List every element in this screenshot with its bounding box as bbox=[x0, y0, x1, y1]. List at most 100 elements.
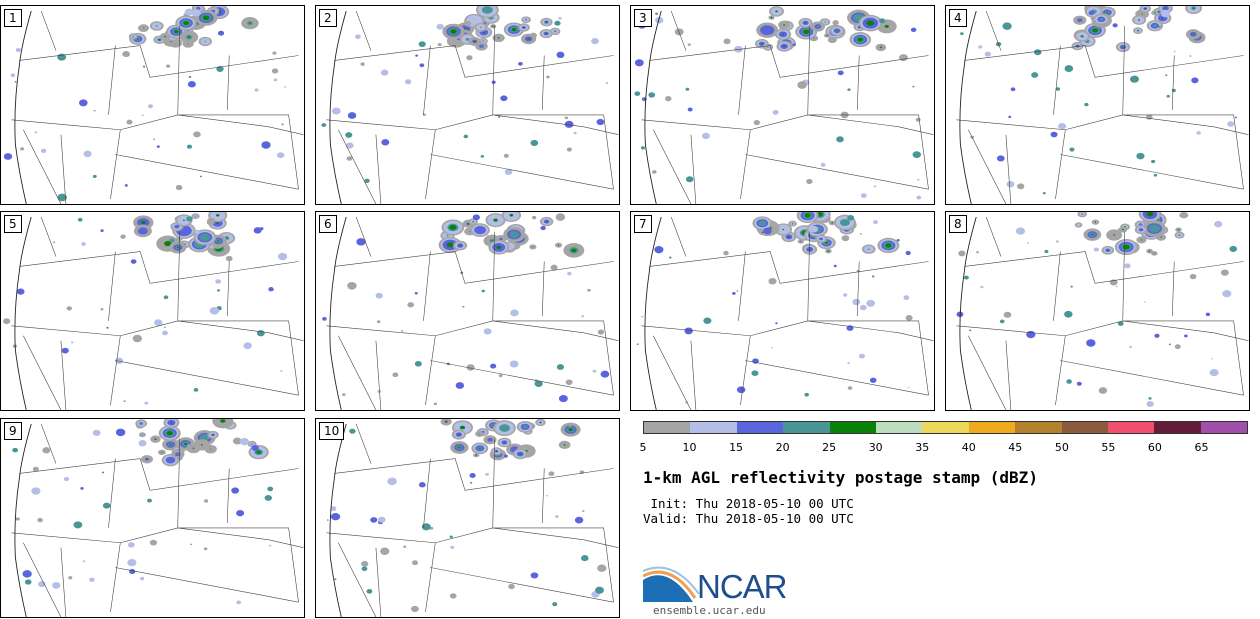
reflectivity-echo bbox=[446, 242, 454, 248]
reflectivity-echo bbox=[581, 555, 589, 562]
reflectivity-echo bbox=[188, 75, 192, 79]
reflectivity-echo bbox=[503, 441, 506, 444]
reflectivity-echo bbox=[101, 471, 105, 474]
reflectivity-echo bbox=[563, 444, 566, 446]
reflectivity-echo bbox=[377, 516, 386, 523]
reflectivity-echo bbox=[859, 304, 867, 311]
reflectivity-echo bbox=[418, 41, 426, 48]
reflectivity-echo bbox=[833, 264, 837, 268]
reflectivity-echo bbox=[186, 144, 193, 149]
reflectivity-echo bbox=[1098, 387, 1108, 394]
reflectivity-echo bbox=[566, 147, 572, 152]
reflectivity-echo bbox=[124, 184, 128, 187]
reflectivity-echo bbox=[1139, 223, 1142, 226]
reflectivity-echo bbox=[984, 51, 991, 57]
reflectivity-echo bbox=[499, 237, 503, 241]
reflectivity-echo bbox=[558, 395, 568, 403]
reflectivity-echo bbox=[999, 319, 1005, 324]
reflectivity-echo bbox=[555, 213, 566, 221]
reflectivity-echo bbox=[490, 363, 497, 369]
valid-time: Valid: Thu 2018-05-10 00 UTC bbox=[643, 511, 854, 526]
reflectivity-echo bbox=[458, 433, 460, 436]
reflectivity-echo bbox=[22, 570, 32, 578]
reflectivity-echo bbox=[106, 326, 109, 329]
reflectivity-echo bbox=[723, 250, 729, 256]
reflectivity-echo bbox=[768, 277, 777, 285]
reflectivity-echo bbox=[437, 43, 442, 47]
reflectivity-echo bbox=[472, 214, 480, 221]
reflectivity-echo bbox=[251, 443, 253, 445]
reflectivity-echo bbox=[449, 535, 453, 539]
reflectivity-echo bbox=[330, 506, 337, 512]
reflectivity-echo bbox=[530, 139, 539, 147]
reflectivity-map bbox=[321, 6, 619, 204]
reflectivity-echo bbox=[463, 134, 469, 139]
reflectivity-echo bbox=[153, 138, 156, 141]
reflectivity-echo bbox=[531, 215, 537, 220]
reflectivity-echo bbox=[527, 38, 530, 40]
reflectivity-echo bbox=[459, 244, 461, 247]
reflectivity-echo bbox=[1141, 13, 1143, 15]
member-number-label: 4 bbox=[949, 9, 967, 27]
reflectivity-echo bbox=[509, 360, 519, 368]
state-boundaries bbox=[11, 10, 304, 204]
reflectivity-echo bbox=[184, 442, 188, 445]
reflectivity-echo bbox=[792, 43, 796, 47]
reflectivity-echo bbox=[170, 421, 173, 424]
reflectivity-echo bbox=[723, 38, 731, 45]
reflectivity-echo bbox=[597, 329, 605, 335]
reflectivity-echo bbox=[1229, 245, 1238, 252]
reflectivity-echo bbox=[1153, 252, 1156, 255]
reflectivity-echo bbox=[636, 343, 639, 346]
reflectivity-echo bbox=[783, 24, 785, 26]
reflectivity-echo bbox=[401, 330, 404, 332]
reflectivity-echo bbox=[760, 25, 775, 36]
reflectivity-echo bbox=[545, 21, 548, 23]
reflectivity-echo bbox=[824, 21, 826, 23]
reflectivity-echo bbox=[847, 88, 851, 91]
reflectivity-echo bbox=[859, 232, 862, 235]
reflectivity-echo bbox=[80, 486, 84, 490]
reflectivity-echo bbox=[522, 425, 528, 429]
reflectivity-echo bbox=[564, 120, 574, 128]
state-boundaries bbox=[11, 423, 304, 617]
reflectivity-echo bbox=[1064, 65, 1074, 72]
colorbar-segment bbox=[1015, 422, 1062, 433]
reflectivity-echo bbox=[1055, 240, 1059, 243]
reflectivity-echo bbox=[867, 248, 870, 251]
reflectivity-echo bbox=[912, 85, 915, 88]
reflectivity-echo bbox=[847, 386, 853, 390]
reflectivity-echo bbox=[753, 120, 761, 126]
reflectivity-echo bbox=[836, 29, 838, 32]
reflectivity-echo bbox=[480, 45, 483, 48]
reflectivity-echo bbox=[356, 238, 366, 246]
reflectivity-echo bbox=[655, 16, 664, 24]
reflectivity-echo bbox=[207, 217, 215, 224]
reflectivity-echo bbox=[130, 259, 137, 264]
reflectivity-echo bbox=[215, 279, 222, 284]
reflectivity-echo bbox=[1099, 17, 1104, 21]
reflectivity-echo bbox=[866, 299, 876, 307]
member-panel: 7 bbox=[630, 211, 935, 411]
reflectivity-echo bbox=[161, 451, 163, 454]
reflectivity-echo bbox=[164, 241, 172, 247]
reflectivity-echo bbox=[166, 430, 173, 436]
reflectivity-echo bbox=[199, 175, 202, 178]
colorbar-tick: 60 bbox=[1147, 441, 1162, 454]
reflectivity-echo bbox=[331, 107, 341, 115]
reflectivity-echo bbox=[162, 330, 168, 336]
reflectivity-echo bbox=[545, 32, 547, 35]
reflectivity-echo bbox=[20, 147, 25, 151]
reflectivity-map bbox=[956, 212, 1249, 410]
reflectivity-echo bbox=[1031, 72, 1039, 78]
reflectivity-echo bbox=[149, 539, 158, 546]
state-boundaries bbox=[956, 10, 1249, 204]
reflectivity-echo bbox=[419, 63, 425, 68]
reflectivity-map bbox=[326, 419, 619, 617]
reflectivity-echo bbox=[122, 51, 130, 58]
reflectivity-echo bbox=[479, 447, 481, 450]
reflectivity-echo bbox=[450, 29, 457, 34]
reflectivity-echo bbox=[556, 364, 565, 370]
reflectivity-echo bbox=[10, 73, 16, 78]
state-boundaries bbox=[326, 423, 619, 617]
